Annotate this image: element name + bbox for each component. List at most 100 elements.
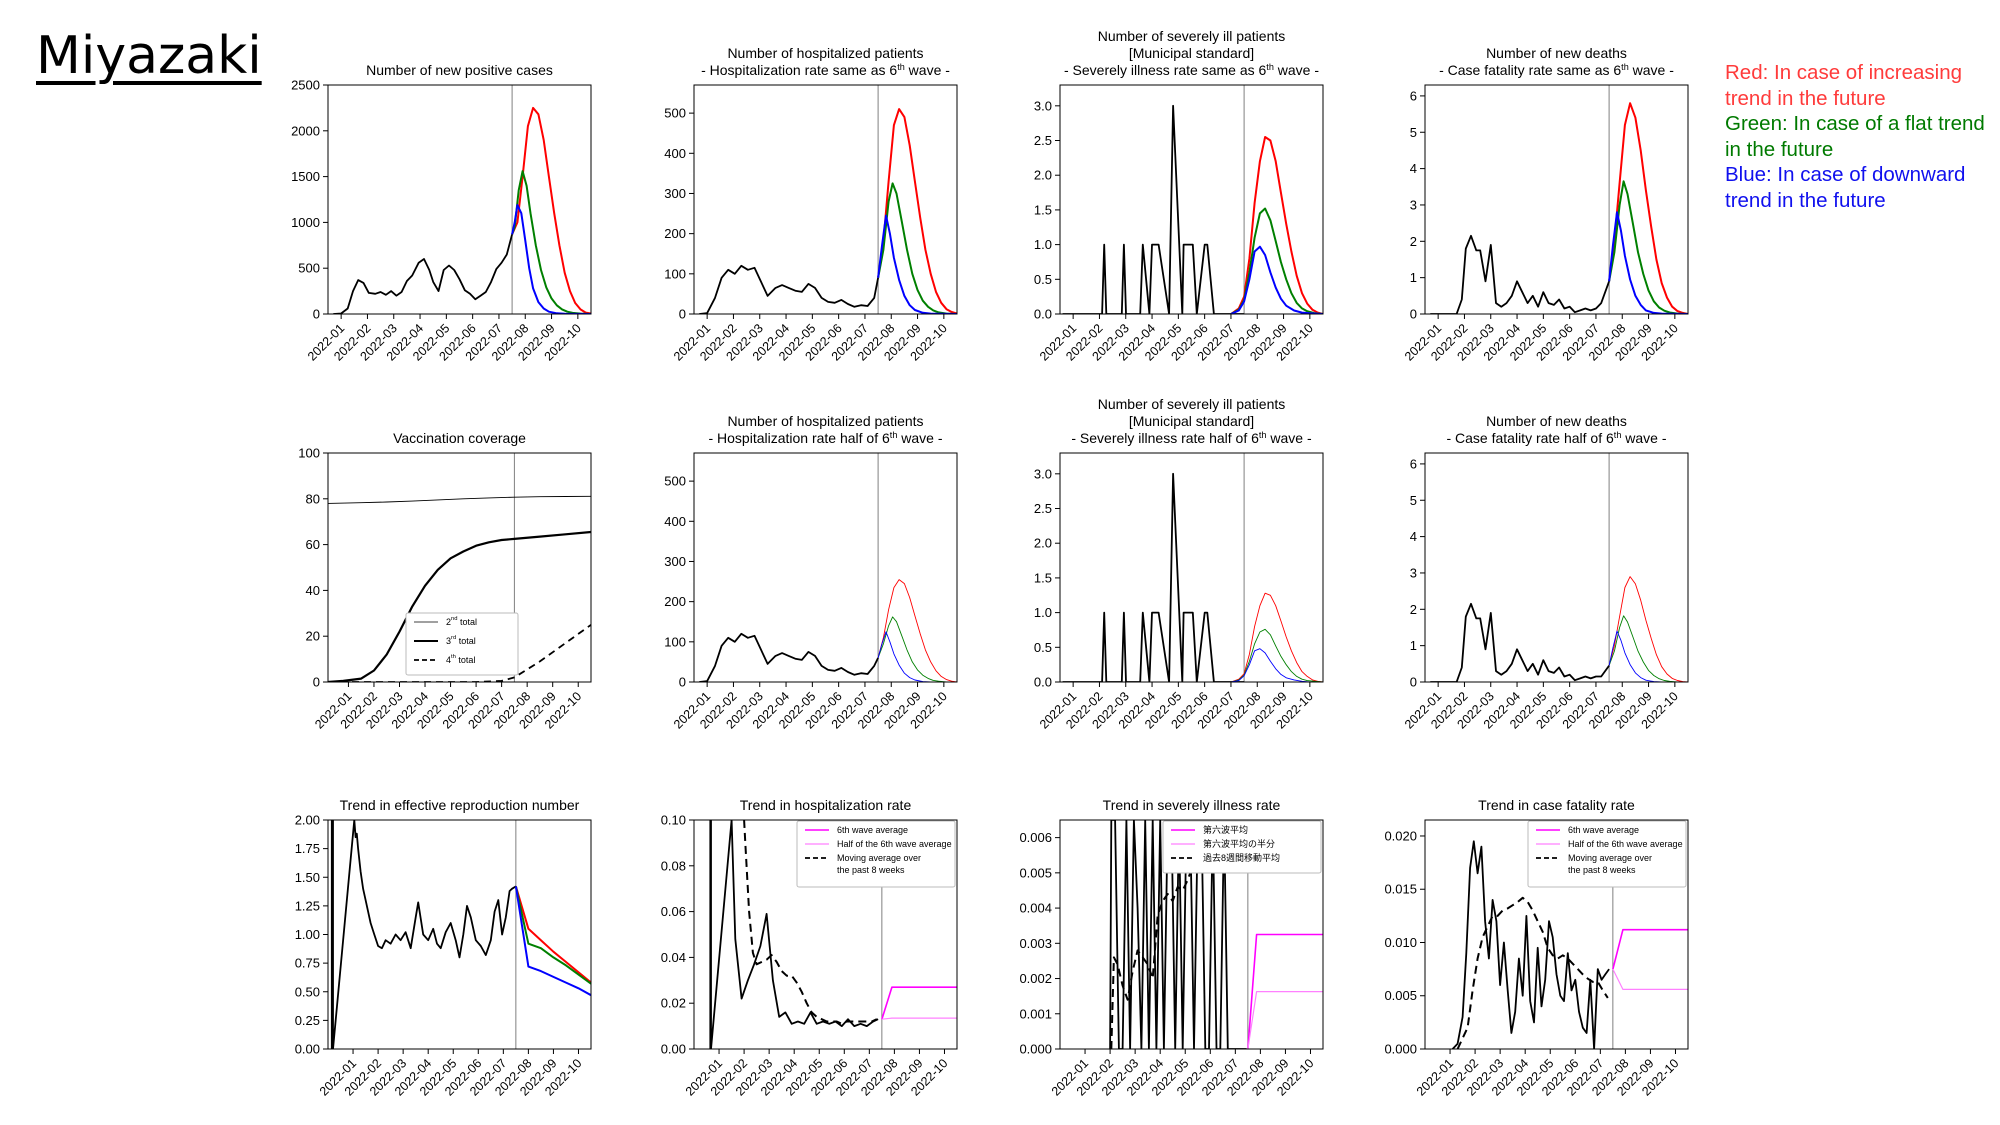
- y-tick-label: 0.04: [661, 950, 686, 965]
- legend-label: Moving average over: [1568, 853, 1652, 863]
- series-line-down: [511, 204, 591, 314]
- y-tick-label: 0.0: [1034, 307, 1052, 322]
- legend-label: 2nd total: [446, 616, 477, 627]
- chart-vacc: Vaccination coverage0204060801002022-012…: [298, 430, 592, 732]
- chart-rt: Trend in effective reproduction number 0.…: [295, 797, 592, 1099]
- y-tick-label: 400: [664, 146, 686, 161]
- chart-hosprate: Trend in hospitalization rate 0.00 0.02 0.0…: [661, 797, 958, 1099]
- legend-green-text: Green: In case of a flat trend in the fu…: [1725, 112, 1985, 161]
- y-tick-label: 0.00: [295, 1042, 320, 1057]
- series-line-dose3: [328, 530, 591, 682]
- legend-label: 過去8週間移動平均: [1203, 852, 1280, 863]
- chart-title-line: - Case fatality rate half of 6th wave -: [1446, 430, 1666, 446]
- legend-label: 4th total: [446, 654, 475, 665]
- y-tick-label: 300: [664, 554, 686, 569]
- y-tick-label: 0.25: [295, 1013, 320, 1028]
- series-line-up: [1230, 136, 1323, 314]
- y-tick-label: 1.5: [1034, 570, 1052, 585]
- series-line-up: [1608, 102, 1688, 314]
- y-tick-label: 0.004: [1019, 901, 1052, 916]
- series-line-dose2: [328, 495, 591, 504]
- series-line-flat: [877, 616, 957, 682]
- plot-area: [1430, 576, 1688, 682]
- chart-severe6: Number of severely ill patients[Municipa…: [1034, 28, 1324, 364]
- legend-red-text: Red: In case of increasing trend in the …: [1725, 61, 1963, 110]
- y-tick-label: 200: [664, 226, 686, 241]
- axes-frame: [693, 819, 958, 1050]
- legend-label: the past 8 weeks: [1568, 865, 1636, 875]
- y-tick-label: 0.000: [1384, 1042, 1417, 1057]
- chart-title-line: Number of new deaths: [1486, 45, 1627, 61]
- series-line-up: [1230, 592, 1323, 682]
- plot-area: [1451, 840, 1688, 1049]
- plot-area: [1430, 102, 1688, 314]
- series-line-flat: [1230, 207, 1323, 314]
- legend-frame: [1527, 820, 1687, 888]
- y-tick-label: 0.0: [1034, 675, 1052, 690]
- chart-title-line: Number of hospitalized patients: [727, 413, 923, 429]
- legend-label: Half of the 6th wave average: [1568, 839, 1683, 849]
- legend-box: 2nd total 3rd total 4th total: [405, 612, 519, 676]
- series-line-actual: [1430, 234, 1610, 314]
- axes-frame: [327, 452, 592, 683]
- y-tick-label: 0.006: [1019, 830, 1052, 845]
- chart-title-line: - Case fatality rate same as 6th wave -: [1439, 62, 1674, 78]
- y-tick-label: 1.0: [1034, 237, 1052, 252]
- chart-title-line: Number of new deaths: [1486, 413, 1627, 429]
- y-tick-label: 0.50: [295, 984, 320, 999]
- axes-frame: [327, 84, 592, 315]
- y-tick-label: 1: [1410, 270, 1417, 285]
- y-tick-label: 500: [664, 106, 686, 121]
- y-tick-label: 0: [679, 307, 686, 322]
- series-line-avg: [1612, 928, 1688, 970]
- legend-label: 6th wave average: [1568, 825, 1639, 835]
- y-tick-label: 100: [664, 266, 686, 281]
- series-line-actual: [333, 234, 513, 314]
- chart-title-line: Trend in severely illness rate: [1103, 797, 1281, 813]
- y-tick-label: 100: [298, 446, 320, 461]
- y-tick-label: 0.06: [661, 904, 686, 919]
- y-tick-label: 0: [313, 307, 320, 322]
- chart-hosp6: Number of hospitalized patients- Hospita…: [664, 45, 958, 364]
- chart-title-line: Number of severely ill patients: [1098, 396, 1286, 412]
- y-tick-label: 2.0: [1034, 168, 1052, 183]
- series-line-down: [1608, 211, 1688, 314]
- y-tick-label: 2000: [291, 123, 320, 138]
- chart-title-line: - Hospitalization rate half of 6th wave …: [708, 430, 942, 446]
- y-tick-label: 6: [1410, 88, 1417, 103]
- series-line-flat: [877, 182, 957, 314]
- series-line-flat: [511, 170, 591, 314]
- chart-title-line: [Municipal standard]: [1129, 45, 1254, 61]
- chart-title-line: Number of hospitalized patients: [727, 45, 923, 61]
- plot-area: [333, 106, 591, 314]
- series-line-down: [1608, 630, 1688, 682]
- chart-title-line: Number of new positive cases: [366, 62, 553, 78]
- y-tick-label: 0.02: [661, 996, 686, 1011]
- axes-frame: [693, 452, 958, 683]
- chart-fatalrate: Trend in case fatality rate 0.000 0.005 0.0…: [1384, 797, 1689, 1099]
- y-tick-label: 2.5: [1034, 133, 1052, 148]
- y-tick-label: 1.50: [295, 870, 320, 885]
- plot-area: [709, 820, 957, 1049]
- series-line-avg: [881, 986, 957, 1020]
- series-line-flat: [1608, 180, 1688, 314]
- series-line-up: [877, 108, 957, 314]
- y-tick-label: 400: [664, 514, 686, 529]
- y-tick-label: 0.015: [1384, 882, 1417, 897]
- y-tick-label: 0.002: [1019, 971, 1052, 986]
- legend-label: the past 8 weeks: [837, 865, 905, 875]
- y-tick-label: 0.5: [1034, 640, 1052, 655]
- y-tick-label: 0.005: [1384, 988, 1417, 1003]
- y-tick-label: 0.003: [1019, 936, 1052, 951]
- y-tick-label: 0: [1410, 307, 1417, 322]
- y-tick-label: 3: [1410, 197, 1417, 212]
- series-line-down: [877, 214, 957, 314]
- series-line-avg: [1247, 933, 1323, 1049]
- legend-frame: [1162, 820, 1322, 874]
- plot-area: [1062, 104, 1323, 314]
- y-tick-label: 4: [1410, 161, 1417, 176]
- y-tick-label: 1.75: [295, 841, 320, 856]
- legend-label: Moving average over: [837, 853, 921, 863]
